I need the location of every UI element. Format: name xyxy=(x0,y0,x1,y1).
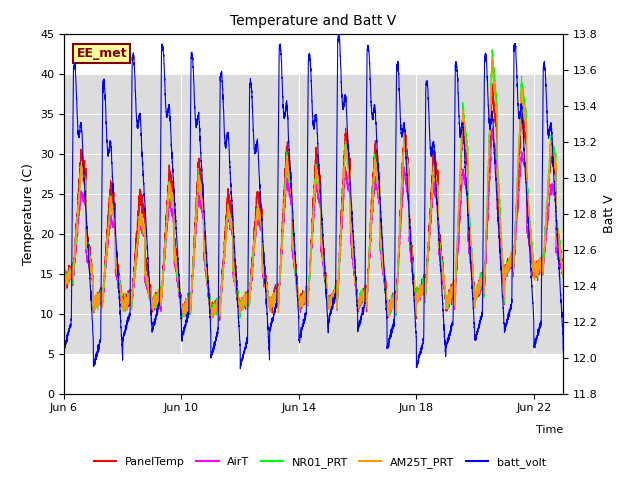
Title: Temperature and Batt V: Temperature and Batt V xyxy=(230,14,397,28)
Y-axis label: Temperature (C): Temperature (C) xyxy=(22,163,35,264)
Text: EE_met: EE_met xyxy=(77,47,127,60)
Bar xyxy=(64,73,563,354)
Legend: PanelTemp, AirT, NR01_PRT, AM25T_PRT, batt_volt: PanelTemp, AirT, NR01_PRT, AM25T_PRT, ba… xyxy=(90,452,550,472)
Y-axis label: Batt V: Batt V xyxy=(604,194,616,233)
Text: Time: Time xyxy=(536,425,563,435)
